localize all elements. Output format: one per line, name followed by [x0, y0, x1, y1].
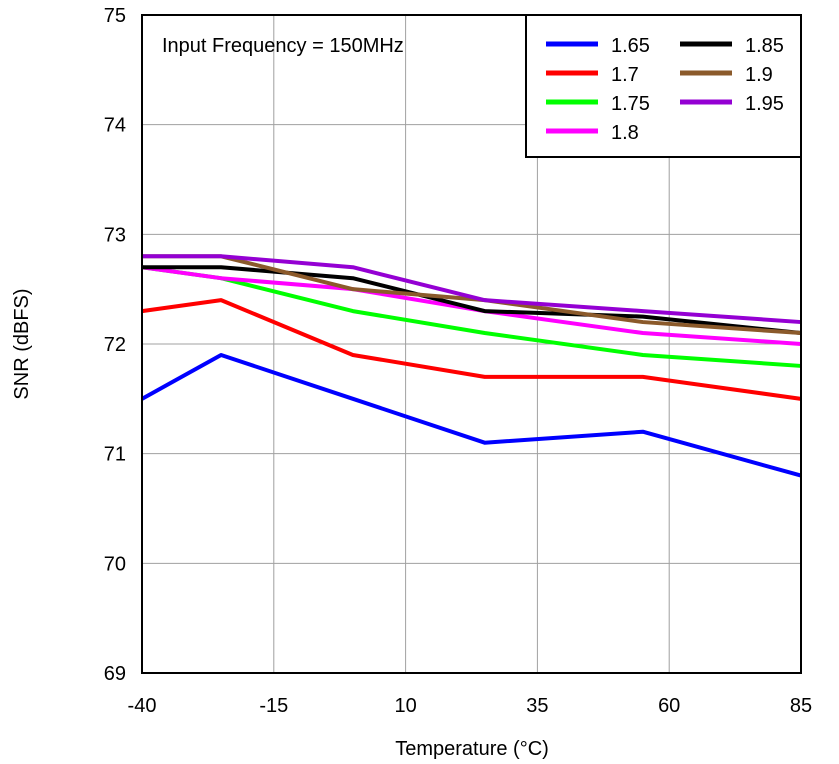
- x-tick-labels: -40 -15 10 35 60 85: [128, 695, 813, 717]
- legend-label: 1.65: [611, 35, 650, 57]
- x-tick-label: 10: [394, 695, 416, 717]
- annotation: Input Frequency = 150MHz: [162, 35, 404, 57]
- x-tick-label: 35: [526, 695, 548, 717]
- x-tick-label: -40: [128, 695, 157, 717]
- x-axis-label: Temperature (°C): [395, 738, 549, 760]
- y-tick-label: 73: [104, 224, 126, 246]
- series-line-1.95: [142, 254, 802, 325]
- series-lines: [141, 254, 802, 478]
- y-tick-label: 71: [104, 444, 126, 466]
- y-tick-label: 72: [104, 334, 126, 356]
- legend: 1.65 1.7 1.75 1.8 1.85 1.9 1.95: [525, 14, 802, 158]
- legend-label: 1.8: [611, 122, 639, 144]
- x-tick-label: 85: [790, 695, 812, 717]
- y-tick-labels: 69 70 71 72 73 74 75: [104, 5, 126, 685]
- y-tick-label: 70: [104, 553, 126, 575]
- y-tick-label: 75: [104, 5, 126, 27]
- series-line-1.65: [141, 352, 802, 478]
- plot-frame: [141, 14, 802, 674]
- legend-label: 1.7: [611, 64, 639, 86]
- y-tick-label: 69: [104, 663, 126, 685]
- x-tick-label: -15: [259, 695, 288, 717]
- series-line-1.8: [141, 265, 802, 346]
- legend-label: 1.75: [611, 93, 650, 115]
- y-tick-label: 74: [104, 115, 126, 137]
- legend-label: 1.85: [745, 35, 784, 57]
- legend-label: 1.95: [745, 93, 784, 115]
- legend-label: 1.9: [745, 64, 773, 86]
- series-line-1.7: [141, 298, 802, 401]
- y-axis-label: SNR (dBFS): [11, 288, 33, 399]
- x-tick-label: 60: [658, 695, 680, 717]
